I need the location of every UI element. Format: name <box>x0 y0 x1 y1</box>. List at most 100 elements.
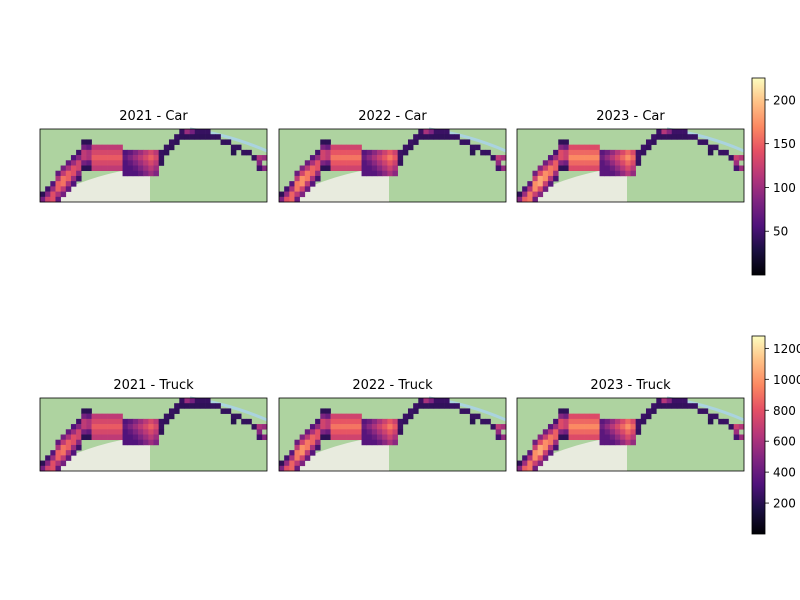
heatmap-cell <box>294 455 300 461</box>
heatmap-cell <box>96 160 103 166</box>
heatmap-cell <box>630 165 636 172</box>
heatmap-cell <box>594 434 600 441</box>
heatmap-cell <box>112 418 118 425</box>
heatmap-cell <box>96 429 103 435</box>
heatmap-cell <box>60 450 67 456</box>
heatmap-cell <box>553 424 559 430</box>
heatmap-cell <box>553 175 559 182</box>
heatmap-cell <box>256 160 263 166</box>
heatmap-cell <box>568 149 575 156</box>
heatmap-cell <box>346 434 352 441</box>
heatmap-cell <box>138 149 144 156</box>
heatmap-cell <box>199 403 206 409</box>
heatmap-cell <box>132 165 139 172</box>
heatmap-cell <box>132 434 139 441</box>
panel-car-2023: 2023 - Car <box>516 109 745 203</box>
heatmap-cell <box>666 403 673 409</box>
heatmap-cell <box>527 455 533 461</box>
heatmap-cell <box>261 424 268 430</box>
heatmap-cell <box>143 434 149 441</box>
heatmap-cell <box>361 418 368 425</box>
heatmap-cell <box>55 439 61 446</box>
heatmap-cell <box>335 413 342 420</box>
heatmap-cell <box>65 444 72 451</box>
heatmap-cell <box>65 186 72 192</box>
heatmap-cell <box>230 418 237 425</box>
heatmap-cell <box>433 398 440 404</box>
heatmap-cell <box>568 165 575 172</box>
heatmap-cell <box>553 444 559 451</box>
heatmap-cell <box>495 429 502 435</box>
heatmap-cell <box>117 424 123 430</box>
heatmap-cell <box>81 165 87 172</box>
heatmap-cell <box>366 149 373 156</box>
heatmap-cell <box>387 155 393 161</box>
heatmap-cell <box>594 155 600 161</box>
heatmap-cell <box>490 155 496 161</box>
heatmap-cell <box>194 134 201 140</box>
heatmap-cell <box>346 155 352 161</box>
heatmap-cell <box>96 434 103 441</box>
heatmap-cell <box>609 424 616 430</box>
heatmap-cell <box>40 191 46 198</box>
heatmap-cell <box>107 429 113 435</box>
heatmap-cell <box>630 418 636 425</box>
heatmap-cell <box>604 434 611 441</box>
heatmap-cell <box>279 196 285 203</box>
heatmap-cell <box>50 460 56 467</box>
heatmap-cell <box>304 434 311 441</box>
heatmap-cell <box>532 460 538 467</box>
heatmap-cell <box>392 170 398 177</box>
heatmap-cell <box>340 155 347 161</box>
heatmap-cell <box>615 434 621 441</box>
heatmap-cell <box>205 129 211 135</box>
heatmap-cell <box>537 460 544 467</box>
heatmap-cell <box>340 160 347 166</box>
heatmap-cell <box>733 434 740 441</box>
heatmap-cell <box>402 418 409 425</box>
heatmap-cell <box>682 134 688 140</box>
heatmap-cell <box>127 155 134 161</box>
heatmap-cell <box>107 424 113 430</box>
heatmap-cell <box>625 424 631 430</box>
heatmap-cell <box>599 170 606 177</box>
heatmap-cell <box>315 429 321 435</box>
heatmap-cell <box>423 134 429 140</box>
heatmap-cell <box>625 155 631 161</box>
heatmap-cell <box>651 134 657 140</box>
heatmap-cell <box>640 413 647 420</box>
heatmap-cell <box>620 434 626 441</box>
heatmap-cell <box>96 165 103 172</box>
heatmap-cell <box>320 139 326 145</box>
heatmap-cell <box>55 455 61 461</box>
heatmap-cell <box>651 139 657 145</box>
heatmap-cell <box>464 408 471 414</box>
heatmap-cell <box>573 160 580 166</box>
heatmap-cell <box>635 149 642 156</box>
heatmap-cell <box>459 408 466 414</box>
heatmap-cell <box>537 439 544 446</box>
heatmap-cell <box>553 170 559 177</box>
heatmap-cell <box>153 165 159 172</box>
heatmap-cell <box>490 424 496 430</box>
heatmap-cell <box>122 434 129 441</box>
heatmap-cell <box>609 155 616 161</box>
heatmap-cell <box>55 170 61 177</box>
heatmap-cell <box>568 160 575 166</box>
heatmap-cell <box>377 155 383 161</box>
heatmap-cell <box>294 175 300 182</box>
heatmap-cell <box>112 149 118 156</box>
panel-frame <box>39 397 268 472</box>
colorbar-tick-label: 1200 <box>773 342 800 356</box>
heatmap-cell <box>60 444 67 451</box>
heatmap-cell <box>299 455 306 461</box>
heatmap-cell <box>630 149 636 156</box>
heatmap-cell <box>589 149 595 156</box>
heatmap-cell <box>148 170 154 177</box>
heatmap-cell <box>361 439 368 446</box>
heatmap-cell <box>517 465 523 472</box>
heatmap-cell <box>246 149 252 156</box>
panel-frame <box>278 397 507 472</box>
heatmap-cell <box>599 434 606 441</box>
heatmap-cell <box>284 186 290 192</box>
